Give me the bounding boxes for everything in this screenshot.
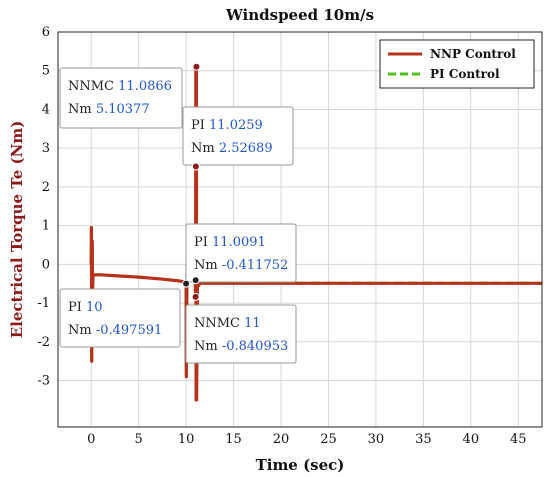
- datatip-name: PI: [68, 300, 86, 315]
- datatip-y-value: -0.840953: [222, 339, 288, 354]
- y-tick-label: 2: [42, 180, 50, 195]
- y-tick-label: -3: [37, 374, 50, 389]
- legend-box: [379, 39, 535, 89]
- legend-entry: NNP Control: [430, 47, 516, 61]
- datatip: PI 11.0091 Nm -0.411752: [185, 223, 297, 285]
- y-axis-label: Electrical Torque Te (Nm): [8, 121, 26, 339]
- datatip-marker: [191, 162, 200, 171]
- legend: NNP Control PI Control: [379, 39, 535, 89]
- datatip-y-line: Nm 2.52689: [191, 141, 273, 156]
- datatip-y-value: -0.411752: [222, 258, 288, 273]
- x-tick-label: 0: [87, 432, 95, 447]
- y-tick-label: 1: [42, 219, 50, 234]
- datatip-y-value: 2.52689: [219, 141, 273, 156]
- x-tick-label: 40: [463, 432, 480, 447]
- datatip-y-line: Nm -0.840953: [194, 339, 288, 354]
- datatip-x-value: 11.0091: [212, 235, 266, 250]
- datatip-y-line: Nm -0.411752: [194, 258, 288, 273]
- legend-entry: PI Control: [430, 67, 500, 81]
- x-tick-label: 35: [415, 432, 432, 447]
- x-tick-label: 10: [178, 432, 195, 447]
- x-axis-label: Time (sec): [256, 456, 345, 474]
- datatip-x-value: 11.0259: [209, 118, 263, 133]
- datatip-unit: Nm: [68, 102, 96, 117]
- datatip-x-value: 11: [244, 316, 261, 331]
- x-tick-label: 30: [368, 432, 385, 447]
- datatip-y-line: Nm 5.10377: [68, 102, 150, 117]
- y-tick-label: 3: [42, 141, 50, 156]
- datatip-x-line: NNMC 11: [194, 316, 261, 331]
- y-tick-label: 5: [42, 64, 50, 79]
- y-tick-label: 4: [42, 102, 50, 117]
- datatips: NNMC 11.0866 Nm 5.10377 PI 11.0259 Nm 2.526…: [59, 62, 297, 364]
- datatip-unit: Nm: [194, 339, 222, 354]
- datatip-x-line: PI 11.0259: [191, 118, 263, 133]
- datatip: NNMC 11.0866 Nm 5.10377: [59, 62, 201, 129]
- y-tick-label: -1: [37, 296, 50, 311]
- datatip-y-line: Nm -0.497591: [68, 323, 162, 338]
- datatip-name: PI: [194, 235, 212, 250]
- datatip-x-line: NNMC 11.0866: [68, 79, 172, 94]
- datatip-y-value: -0.497591: [96, 323, 162, 338]
- datatip-unit: Nm: [68, 323, 96, 338]
- x-tick-label: 45: [510, 432, 527, 447]
- datatip-marker: [191, 292, 200, 301]
- datatip-marker: [191, 276, 200, 285]
- datatip-box: [185, 304, 297, 364]
- x-tick-label: 5: [135, 432, 143, 447]
- y-tick-label: 6: [42, 25, 50, 40]
- y-tick-label: -2: [37, 335, 50, 350]
- datatip: PI 11.0259 Nm 2.52689: [182, 106, 294, 171]
- x-tick-label: 25: [320, 432, 337, 447]
- datatip-x-line: PI 11.0091: [194, 235, 266, 250]
- series-line-pi-control: [89, 165, 542, 382]
- datatip-unit: Nm: [191, 141, 219, 156]
- datatip-box: [182, 106, 294, 166]
- datatip-name: NNMC: [68, 79, 118, 94]
- x-tick-label: 20: [273, 432, 290, 447]
- datatip-marker: [192, 62, 201, 71]
- datatip-name: PI: [191, 118, 209, 133]
- chart-title: Windspeed 10m/s: [225, 6, 374, 24]
- plot-frame: [57, 31, 543, 428]
- datatip-marker: [182, 279, 191, 288]
- datatip-x-value: 10: [86, 300, 103, 315]
- datatip-x-value: 11.0866: [118, 79, 172, 94]
- datatip-unit: Nm: [194, 258, 222, 273]
- datatip: PI 10 Nm -0.497591: [59, 279, 191, 348]
- datatip-y-value: 5.10377: [96, 102, 150, 117]
- datatip-x-line: PI 10: [68, 300, 103, 315]
- datatip-box: [59, 288, 181, 348]
- datatip-box: [185, 223, 297, 283]
- datatip: NNMC 11 Nm -0.840953: [185, 292, 297, 364]
- datatip-name: NNMC: [194, 316, 244, 331]
- y-tick-label: 0: [42, 257, 50, 272]
- x-tick-label: 15: [225, 432, 242, 447]
- datatip-box: [59, 67, 183, 129]
